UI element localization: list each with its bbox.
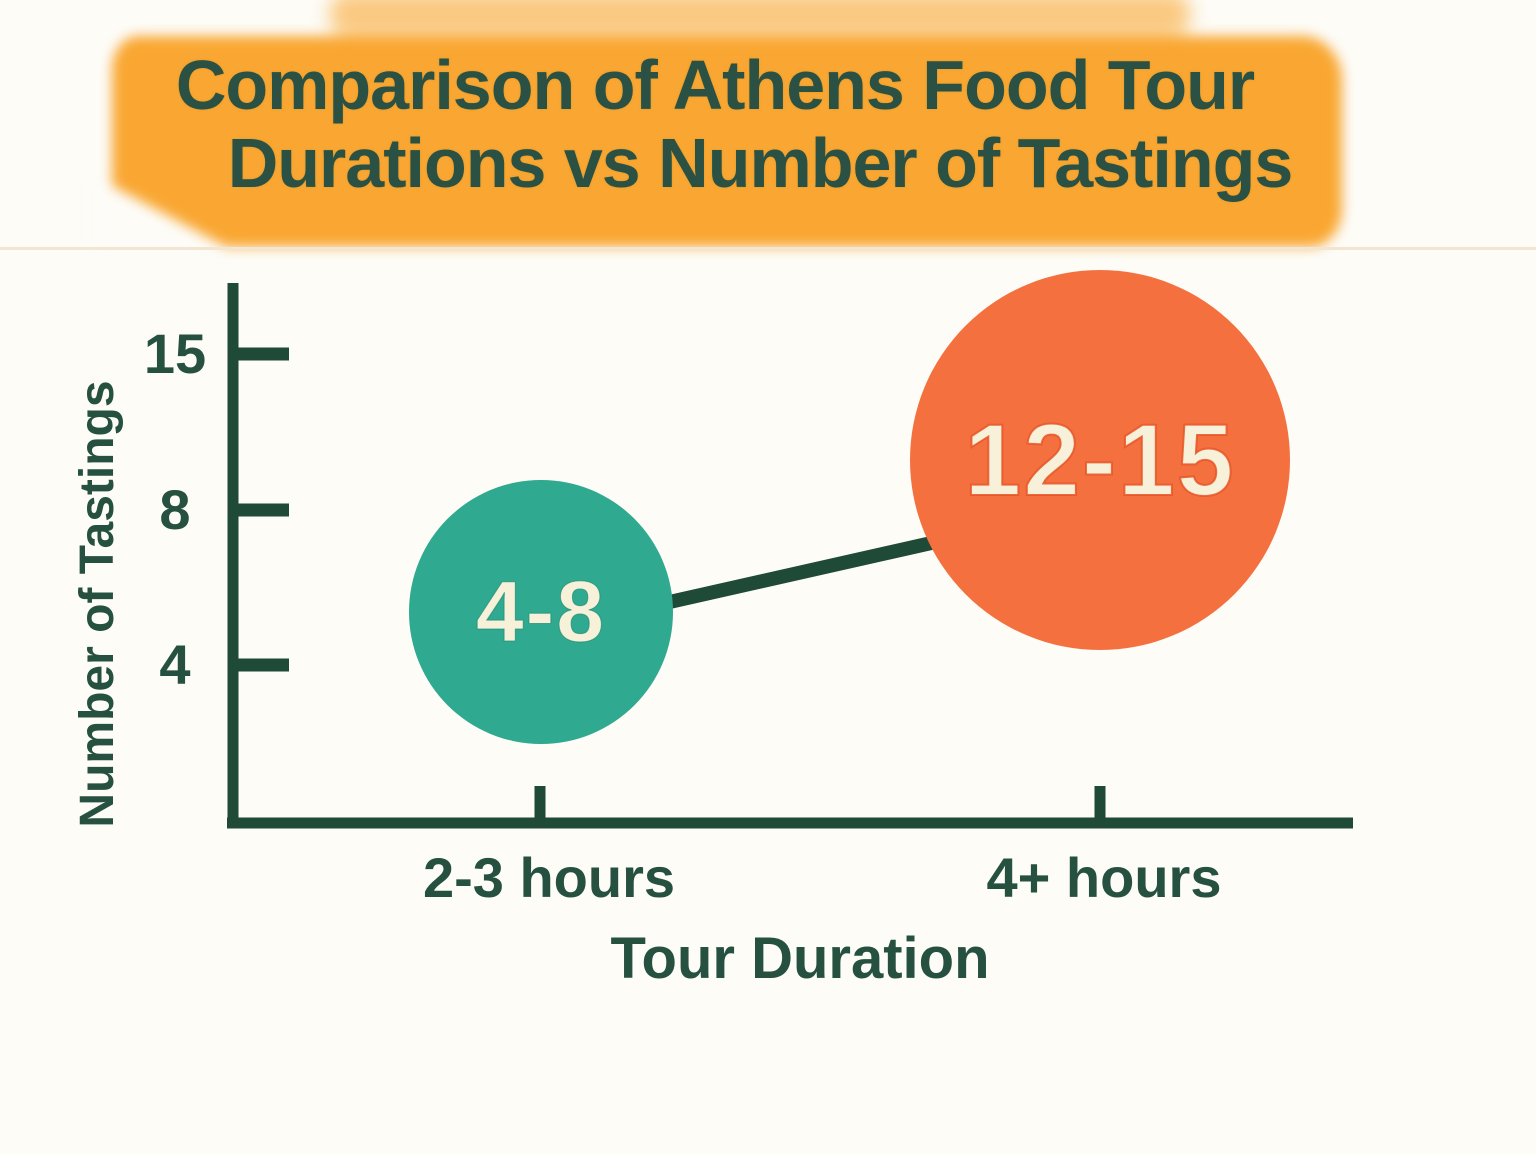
divider-line [0,247,1536,250]
y-axis-label: Number of Tastings [71,380,124,828]
chart-title-line-2: Durations vs Number of Tastings [227,124,1294,202]
y-tick-label-15: 15 [143,322,207,385]
y-tick-label-4: 4 [159,633,191,696]
x-tick-label-4plus-hours: 4+ hours [986,846,1222,909]
x-tick-label-2-3-hours: 2-3 hours [422,846,676,909]
chart-title: Comparison of Athens Food Tour Durations… [0,46,1430,202]
x-axis-label: Tour Duration [610,926,990,991]
bubble-2-3-hours [409,480,673,744]
highlight-block [112,36,1342,247]
y-tick-label-8: 8 [159,478,191,541]
bubble-4plus-hours [910,270,1290,650]
chart-title-line-1: Comparison of Athens Food Tour [175,46,1255,124]
bubble-value-label-12-15: 12-15 [964,402,1236,518]
bubble-value-label-4-8: 4-8 [475,564,607,661]
highlight-top-smear [330,0,1190,38]
